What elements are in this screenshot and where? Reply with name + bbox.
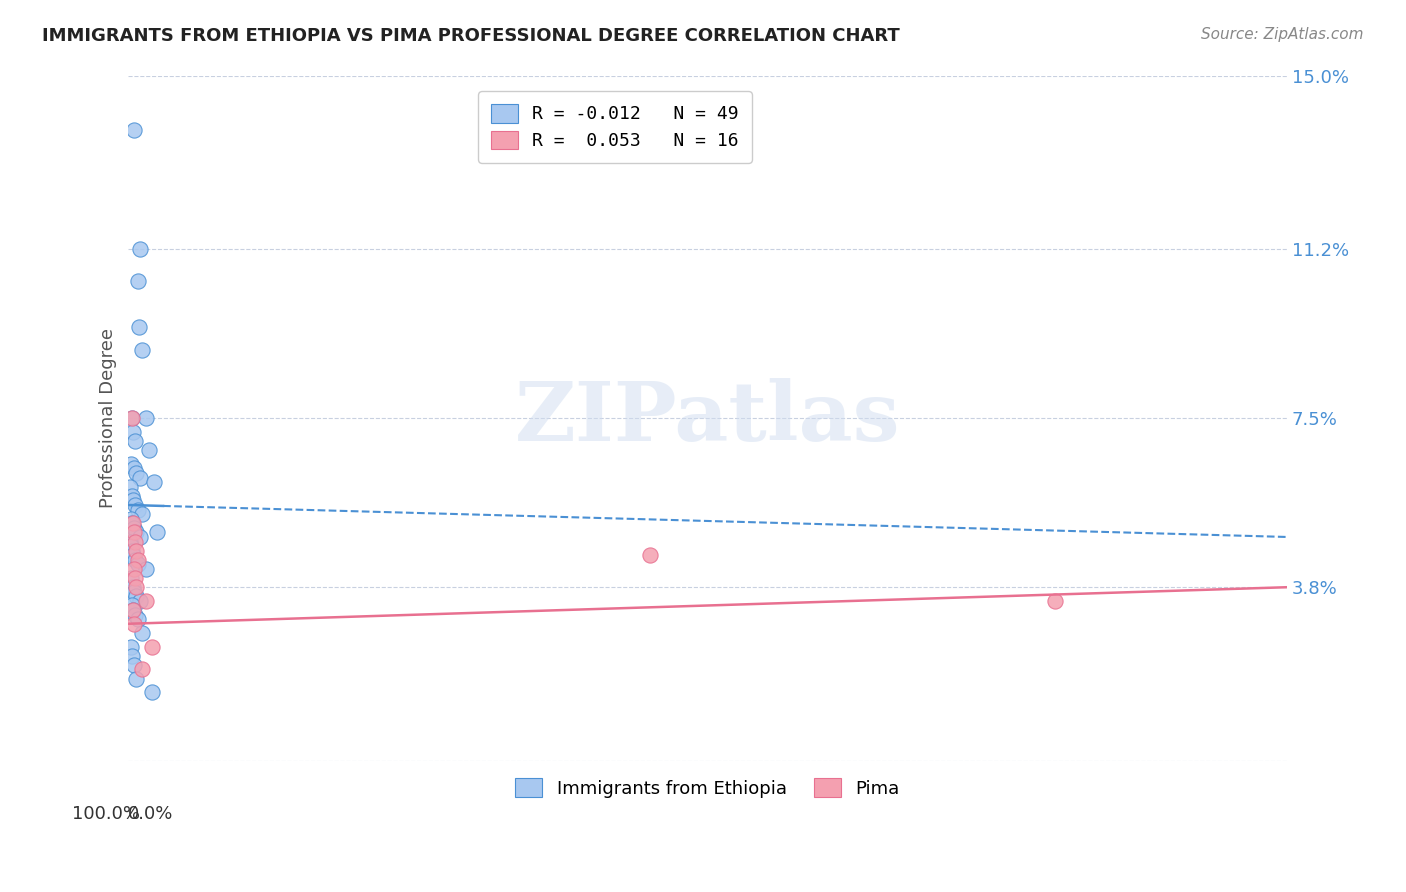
Point bbox=[124, 434, 146, 448]
Point bbox=[121, 411, 143, 425]
Point bbox=[1043, 594, 1066, 608]
Point bbox=[129, 594, 152, 608]
Point bbox=[122, 123, 145, 137]
Text: 100.0%: 100.0% bbox=[72, 805, 141, 823]
Point bbox=[122, 493, 145, 508]
Point bbox=[128, 319, 150, 334]
Point bbox=[129, 242, 152, 256]
Point bbox=[135, 594, 157, 608]
Text: IMMIGRANTS FROM ETHIOPIA VS PIMA PROFESSIONAL DEGREE CORRELATION CHART: IMMIGRANTS FROM ETHIOPIA VS PIMA PROFESS… bbox=[42, 27, 900, 45]
Point bbox=[129, 530, 152, 544]
Point bbox=[125, 672, 148, 686]
Point bbox=[138, 443, 160, 458]
Point bbox=[125, 590, 148, 604]
Point bbox=[122, 525, 145, 540]
Point bbox=[131, 663, 153, 677]
Point bbox=[135, 562, 157, 576]
Point bbox=[141, 640, 163, 654]
Point bbox=[122, 516, 145, 531]
Point bbox=[122, 461, 145, 475]
Point bbox=[125, 543, 148, 558]
Point bbox=[122, 616, 145, 631]
Point bbox=[122, 425, 145, 439]
Text: Source: ZipAtlas.com: Source: ZipAtlas.com bbox=[1201, 27, 1364, 42]
Y-axis label: Professional Degree: Professional Degree bbox=[100, 328, 117, 508]
Point bbox=[124, 534, 146, 549]
Point bbox=[124, 553, 146, 567]
Point bbox=[142, 475, 165, 490]
Text: ZIPatlas: ZIPatlas bbox=[515, 378, 900, 458]
Point bbox=[118, 534, 141, 549]
Point bbox=[131, 343, 153, 357]
Point bbox=[118, 480, 141, 494]
Point bbox=[124, 571, 146, 585]
Text: 0.0%: 0.0% bbox=[128, 805, 174, 823]
Point bbox=[122, 603, 145, 617]
Point bbox=[141, 685, 163, 699]
Point bbox=[121, 411, 143, 425]
Point bbox=[124, 498, 146, 512]
Point bbox=[127, 553, 149, 567]
Point bbox=[122, 521, 145, 535]
Legend: Immigrants from Ethiopia, Pima: Immigrants from Ethiopia, Pima bbox=[506, 769, 908, 806]
Point bbox=[131, 626, 153, 640]
Point bbox=[127, 274, 149, 288]
Point bbox=[127, 612, 149, 626]
Point bbox=[121, 599, 143, 613]
Point bbox=[122, 584, 145, 599]
Point bbox=[121, 489, 143, 503]
Point bbox=[146, 525, 169, 540]
Point bbox=[127, 558, 149, 572]
Point bbox=[124, 607, 146, 622]
Point bbox=[120, 571, 142, 585]
Point bbox=[121, 543, 143, 558]
Point bbox=[120, 640, 142, 654]
Point bbox=[127, 502, 149, 516]
Point bbox=[120, 539, 142, 553]
Point bbox=[131, 507, 153, 521]
Point bbox=[121, 516, 143, 531]
Point bbox=[135, 411, 157, 425]
Point bbox=[122, 603, 145, 617]
Point bbox=[122, 548, 145, 562]
Point bbox=[121, 648, 143, 663]
Point bbox=[125, 466, 148, 480]
Point bbox=[125, 525, 148, 540]
Point bbox=[120, 457, 142, 471]
Point bbox=[125, 580, 148, 594]
Point bbox=[122, 580, 145, 594]
Point bbox=[122, 657, 145, 672]
Point bbox=[122, 562, 145, 576]
Point bbox=[120, 511, 142, 525]
Point bbox=[129, 470, 152, 484]
Point bbox=[638, 548, 661, 562]
